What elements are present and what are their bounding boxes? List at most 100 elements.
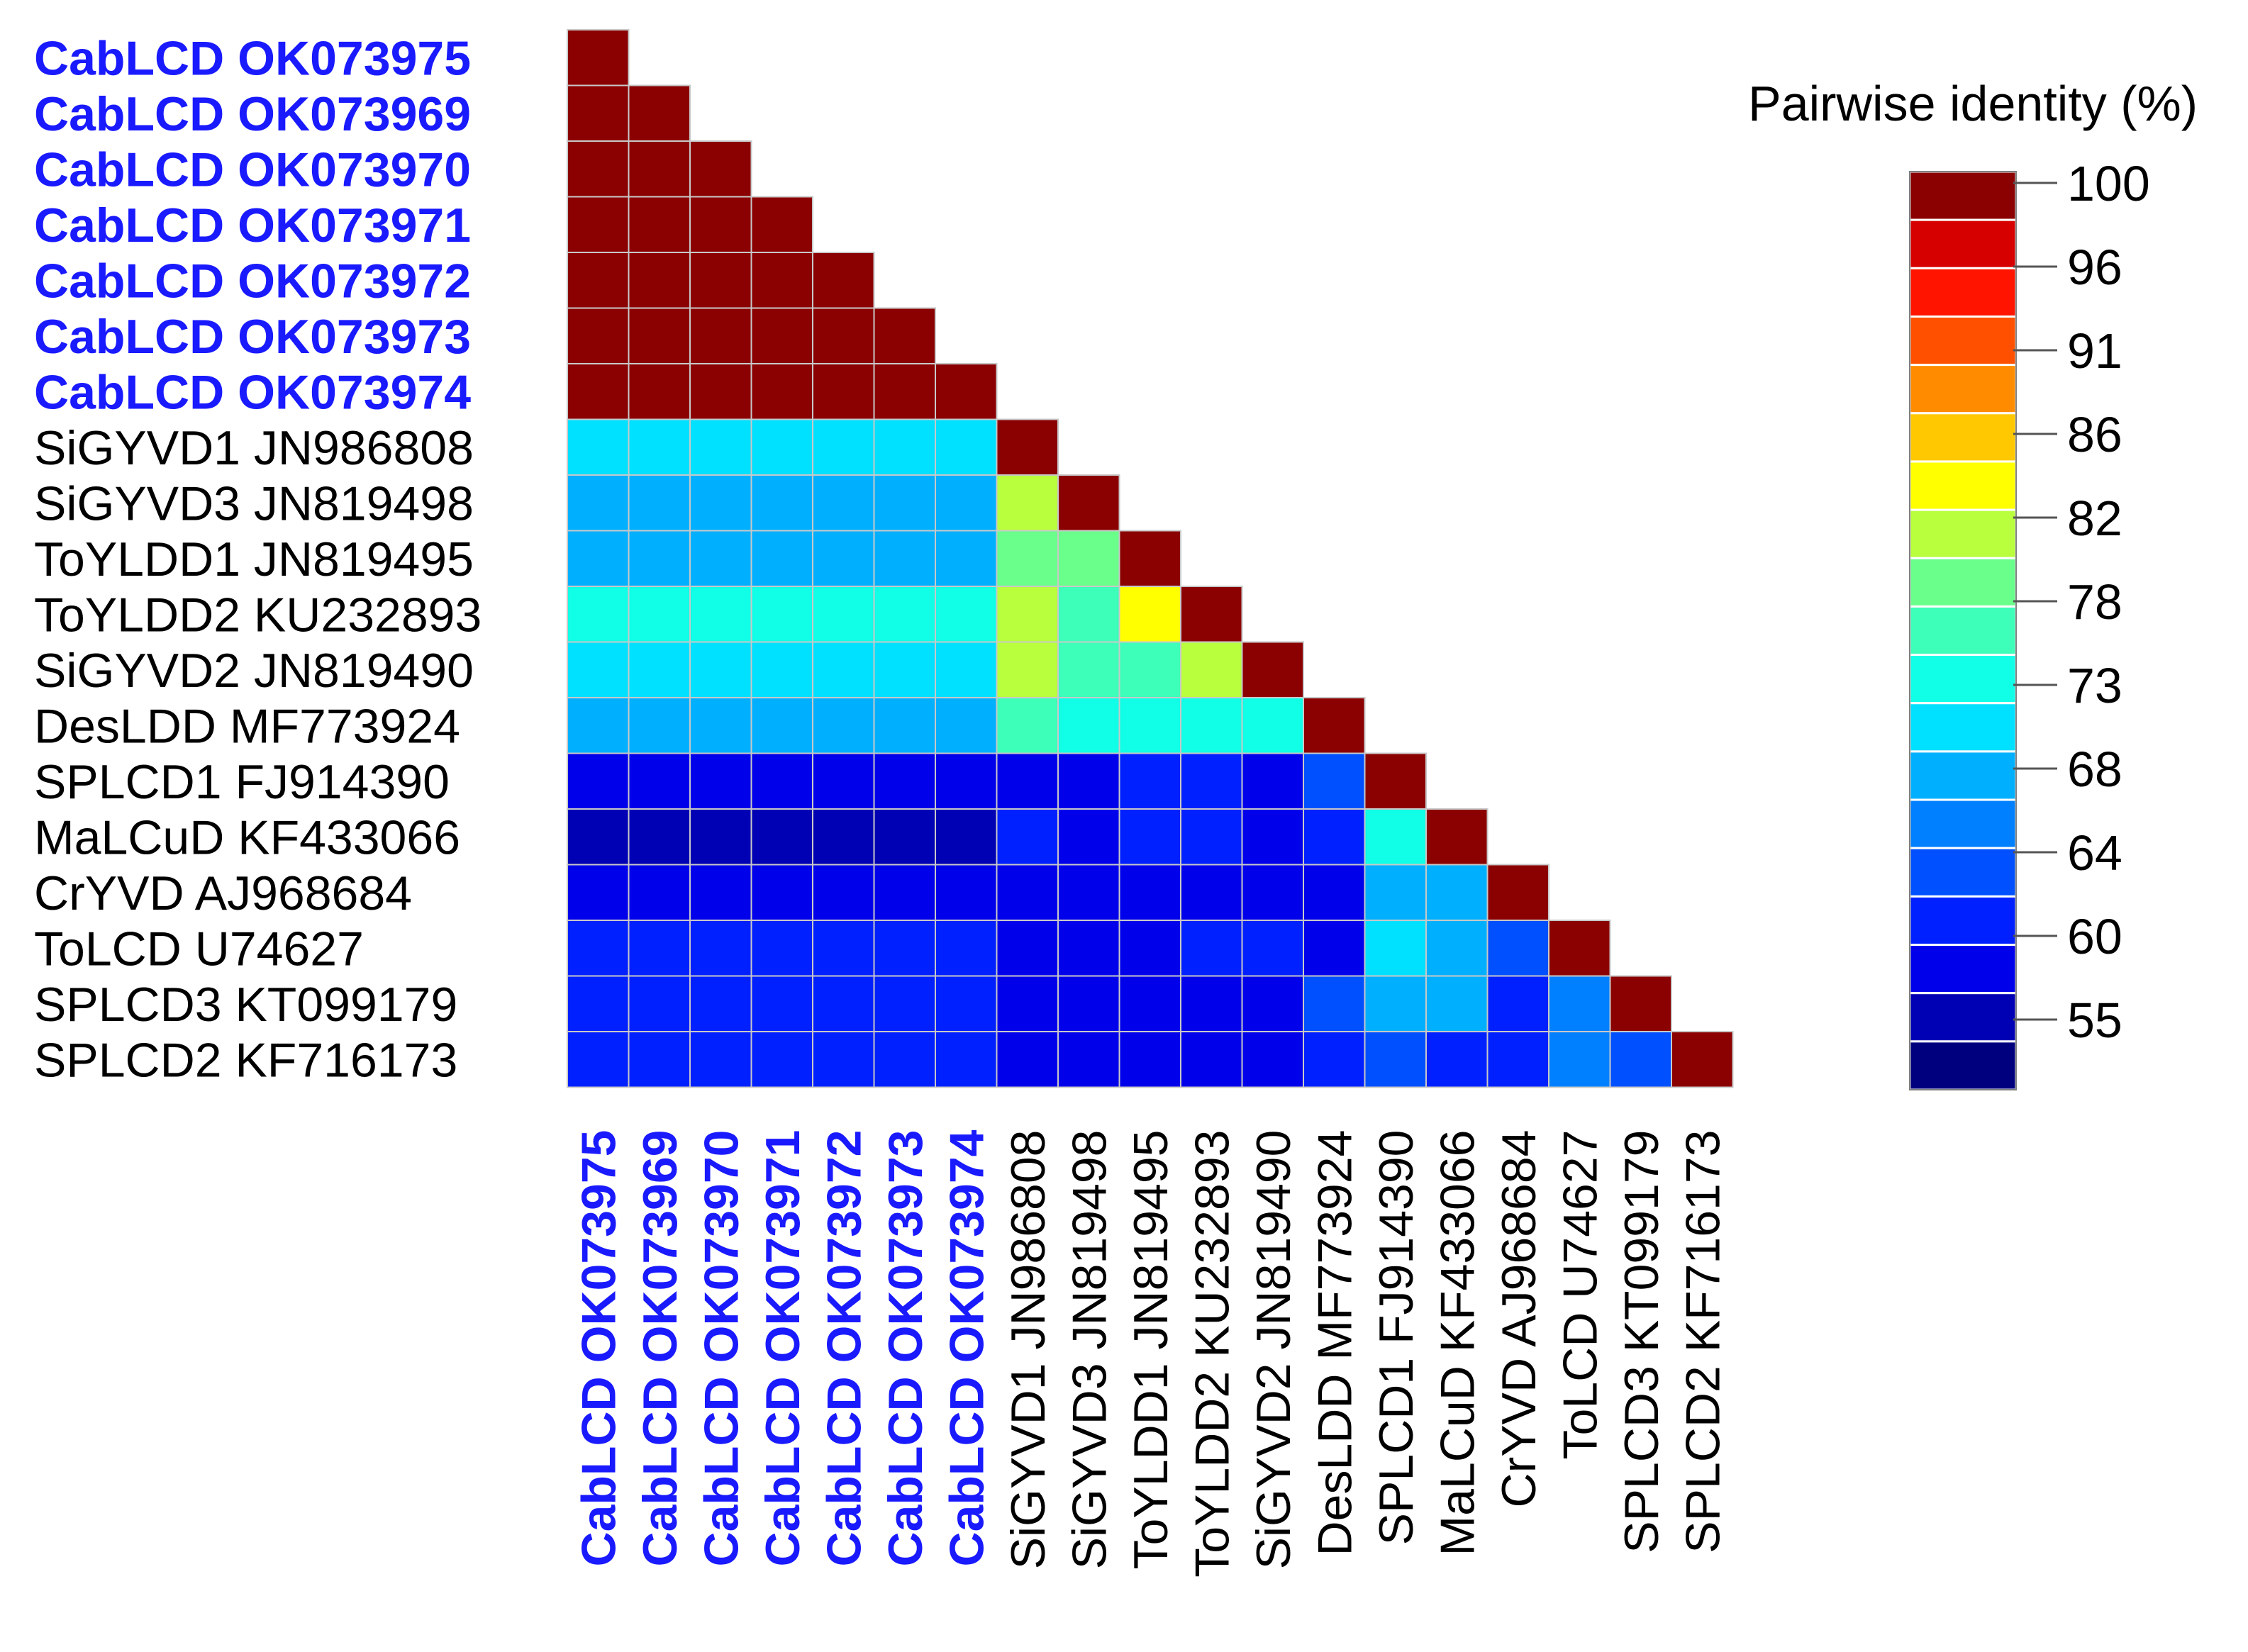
heatmap-cell-5-4 [812, 307, 875, 364]
heatmap-cell-17-3 [750, 975, 813, 1032]
heatmap-cell-18-6 [935, 1031, 998, 1088]
row-label-0: CabLCD OK073975 [34, 31, 471, 85]
heatmap-cell-9-1 [628, 530, 691, 587]
heatmap-cell-18-5 [873, 1031, 936, 1088]
heatmap-cell-11-10 [1180, 641, 1243, 698]
heatmap-cell-10-9 [1118, 586, 1181, 643]
heatmap-cell-14-3 [750, 808, 813, 866]
column-label-8: SiGYVD3 JN819498 [1062, 1130, 1116, 1570]
legend-tick-label-0: 100 [2067, 156, 2150, 211]
row-label-4: CabLCD OK073972 [34, 254, 471, 308]
color-legend: Pairwise identity (%) 100 96 91 86 82 78 73 68 6… [1748, 76, 2198, 1091]
legend-swatch-8 [1908, 557, 2018, 608]
legend-swatch-3 [1908, 315, 2018, 367]
heatmap-cell-14-14 [1425, 808, 1489, 866]
heatmap-cell-14-10 [1180, 808, 1243, 866]
heatmap-cell-9-0 [567, 530, 630, 587]
heatmap-cell-7-7 [996, 418, 1059, 476]
row-label-9: ToYLDD1 JN819495 [34, 532, 474, 586]
column-label-0: CabLCD OK073975 [572, 1130, 625, 1567]
heatmap-cell-18-16 [1548, 1031, 1611, 1088]
heatmap-cell-13-6 [935, 752, 998, 810]
legend-tick-label-9: 60 [2067, 909, 2122, 964]
row-label-2: CabLCD OK073970 [34, 143, 471, 196]
heatmap-cell-17-4 [812, 975, 875, 1032]
heatmap-cell-13-10 [1180, 752, 1243, 810]
heatmap-cell-16-13 [1364, 920, 1427, 977]
heatmap-cell-7-1 [628, 418, 691, 476]
heatmap-cell-12-11 [1241, 697, 1304, 754]
legend-swatch-12 [1908, 750, 2018, 801]
heatmap-cell-12-9 [1118, 697, 1181, 754]
heatmap-cell-10-8 [1057, 586, 1120, 643]
heatmap-cell-15-12 [1303, 864, 1366, 921]
legend-tick-label-5: 78 [2067, 574, 2122, 630]
heatmap-cell-15-5 [873, 864, 936, 921]
heatmap-cell-17-15 [1486, 975, 1549, 1032]
heatmap-cell-13-9 [1118, 752, 1181, 810]
legend-swatch-6 [1908, 460, 2018, 511]
heatmap-cell-12-6 [935, 697, 998, 754]
legend-swatch-17 [1908, 992, 2018, 1043]
heatmap-cell-14-13 [1364, 808, 1427, 866]
heatmap-cell-1-1 [628, 84, 691, 142]
heatmap-cell-15-8 [1057, 864, 1120, 921]
heatmap-cell-16-0 [567, 920, 630, 977]
heatmap-cell-8-7 [996, 474, 1059, 532]
heatmap-cell-11-8 [1057, 641, 1120, 698]
heatmap-cell-17-9 [1118, 975, 1181, 1032]
heatmap-cell-14-1 [628, 808, 691, 866]
heatmap-cell-16-10 [1180, 920, 1243, 977]
legend-swatch-1 [1908, 218, 2018, 269]
legend-tick-label-2: 91 [2067, 323, 2122, 379]
legend-swatch-9 [1908, 605, 2018, 657]
heatmap-cell-7-6 [935, 418, 998, 476]
heatmap-cell-18-10 [1180, 1031, 1243, 1088]
heatmap-cell-13-4 [812, 752, 875, 810]
heatmap-cell-11-5 [873, 641, 936, 698]
heatmap-cell-12-7 [996, 697, 1059, 754]
heatmap-cell-16-12 [1303, 920, 1366, 977]
row-label-11: SiGYVD2 JN819490 [34, 644, 474, 698]
heatmap-cell-18-4 [812, 1031, 875, 1088]
heatmap-cell-4-1 [628, 252, 691, 309]
heatmap-cell-16-11 [1241, 920, 1304, 977]
heatmap-cell-7-2 [689, 418, 752, 476]
legend-ticks: 100 96 91 86 82 78 73 68 64 60 55 [2013, 156, 2150, 1048]
legend-swatch-4 [1908, 364, 2018, 415]
heatmap-cell-5-0 [567, 307, 630, 364]
column-label-16: ToLCD U74627 [1553, 1130, 1607, 1460]
legend-tick-label-6: 73 [2067, 658, 2122, 713]
heatmap-cell-18-15 [1486, 1031, 1549, 1088]
heatmap-cell-8-2 [689, 474, 752, 532]
heatmap-cell-6-6 [935, 363, 998, 420]
heatmap-cell-11-6 [935, 641, 998, 698]
heatmap-cell-15-10 [1180, 864, 1243, 921]
heatmap-cell-13-12 [1303, 752, 1366, 810]
heatmap-cell-12-4 [812, 697, 875, 754]
column-label-17: SPLCD3 KT099179 [1615, 1130, 1669, 1553]
heatmap-cell-14-5 [873, 808, 936, 866]
heatmap-cell-15-3 [750, 864, 813, 921]
heatmap-cell-10-10 [1180, 586, 1243, 643]
heatmap-cell-17-12 [1303, 975, 1366, 1032]
heatmap-cell-10-2 [689, 586, 752, 643]
heatmap-cell-18-18 [1671, 1031, 1734, 1088]
legend-swatch-16 [1908, 944, 2018, 995]
heatmap-cell-18-1 [628, 1031, 691, 1088]
legend-tick-label-7: 68 [2067, 742, 2122, 797]
legend-swatch-18 [1908, 1040, 2018, 1091]
heatmap-cell-15-11 [1241, 864, 1304, 921]
heatmap-cell-18-17 [1609, 1031, 1672, 1088]
heatmap-cell-15-9 [1118, 864, 1181, 921]
heatmap-cell-7-4 [812, 418, 875, 476]
row-label-8: SiGYVD3 JN819498 [34, 476, 474, 530]
heatmap-cell-7-0 [567, 418, 630, 476]
legend-tick-label-10: 55 [2067, 993, 2122, 1048]
column-label-1: CabLCD OK073969 [633, 1130, 687, 1567]
heatmap-cell-13-1 [628, 752, 691, 810]
heatmap-cell-15-6 [935, 864, 998, 921]
heatmap-cell-17-6 [935, 975, 998, 1032]
heatmap-cell-11-1 [628, 641, 691, 698]
row-label-12: DesLDD MF773924 [34, 699, 460, 753]
